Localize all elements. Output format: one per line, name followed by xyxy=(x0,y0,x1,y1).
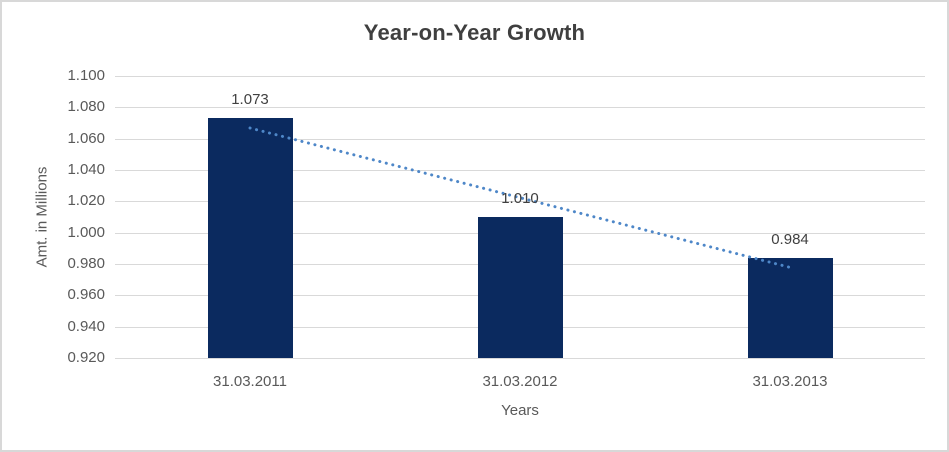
y-tick-label: 0.940 xyxy=(67,318,105,335)
gridline xyxy=(115,107,925,108)
y-tick-label: 1.060 xyxy=(67,130,105,147)
bar xyxy=(208,118,293,358)
y-tick-label: 1.100 xyxy=(67,67,105,84)
bar xyxy=(478,217,563,358)
gridline xyxy=(115,76,925,77)
x-tick-label: 31.03.2012 xyxy=(482,373,558,390)
y-tick-label: 0.980 xyxy=(67,255,105,272)
x-axis-title: Years xyxy=(501,402,539,419)
y-tick-label: 1.020 xyxy=(67,192,105,209)
y-tick-label: 0.920 xyxy=(67,349,105,366)
x-tick-label: 31.03.2013 xyxy=(752,373,828,390)
y-tick-label: 1.080 xyxy=(67,98,105,115)
x-tick-label: 31.03.2011 xyxy=(213,373,287,390)
y-axis-title: Amt. in Millions xyxy=(33,166,51,268)
gridline xyxy=(115,358,925,359)
y-tick-label: 1.000 xyxy=(67,224,105,241)
y-tick-label: 1.040 xyxy=(67,161,105,178)
y-tick-label: 0.960 xyxy=(67,286,105,303)
bar-value-label: 1.073 xyxy=(231,91,269,108)
bar xyxy=(748,258,833,358)
bar-value-label: 0.984 xyxy=(771,231,809,248)
chart-title: Year-on-Year Growth xyxy=(363,20,586,45)
bar-value-label: 1.010 xyxy=(501,190,539,207)
